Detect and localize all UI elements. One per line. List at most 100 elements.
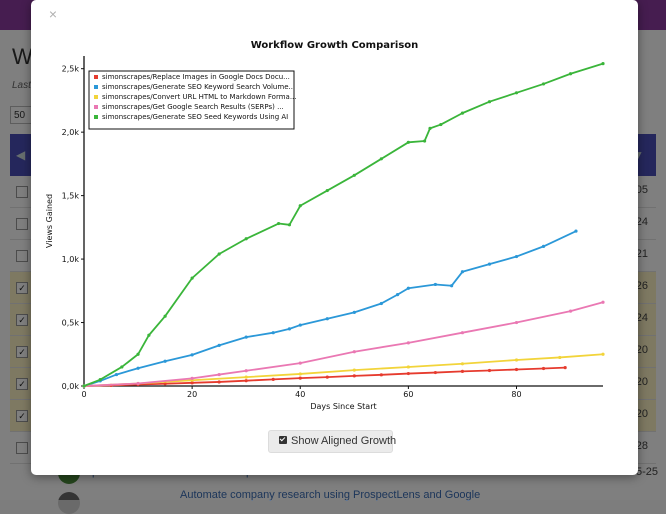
data-point	[163, 359, 167, 363]
data-point	[163, 314, 167, 318]
x-axis-label: Days Since Start	[310, 402, 376, 411]
data-point	[487, 368, 492, 373]
y-axis-label: Views Gained	[45, 194, 54, 248]
data-point	[217, 252, 221, 256]
data-point	[406, 365, 410, 369]
y-tick-label: 0,0k	[62, 382, 80, 391]
data-point	[352, 368, 356, 372]
data-point	[136, 352, 140, 356]
data-point	[325, 188, 329, 193]
series-line-2	[83, 230, 577, 387]
data-point	[379, 157, 383, 161]
legend-swatch	[94, 115, 98, 119]
data-point	[298, 361, 302, 365]
data-point	[244, 379, 248, 383]
data-point	[541, 244, 546, 248]
legend-entry: simonscrapes/Replace Images in Google Do…	[102, 73, 290, 81]
data-point	[460, 369, 465, 374]
data-point	[325, 375, 329, 379]
toggle-label: Show Aligned Growth	[291, 435, 397, 447]
data-point	[287, 327, 292, 331]
data-point	[82, 384, 86, 388]
data-point	[190, 276, 194, 280]
show-aligned-growth-toggle[interactable]: Show Aligned Growth	[268, 430, 397, 453]
data-point	[574, 229, 578, 233]
data-point	[487, 100, 492, 104]
x-tick-label: 0	[81, 390, 86, 399]
legend-box	[88, 70, 295, 130]
checkbox-checked-icon[interactable]	[279, 436, 287, 445]
data-point	[406, 371, 410, 376]
data-point	[190, 353, 194, 357]
data-point	[244, 237, 248, 241]
data-point	[114, 372, 119, 377]
data-point	[601, 62, 605, 66]
data-point	[406, 341, 410, 345]
data-point	[163, 382, 167, 386]
data-point	[287, 223, 292, 227]
data-point	[422, 139, 427, 143]
growth-comparison-modal: × Workflow Growth Comparison 0,0k 0,5k 1,0…	[31, 0, 638, 475]
data-point	[98, 378, 102, 382]
data-point	[271, 377, 275, 381]
data-point	[433, 282, 438, 287]
data-point	[298, 376, 302, 380]
data-point	[379, 301, 383, 306]
legend-swatch	[94, 85, 98, 89]
data-point	[298, 204, 302, 208]
data-point	[395, 293, 400, 297]
data-point	[487, 262, 492, 266]
data-point	[563, 365, 567, 370]
data-point	[352, 173, 356, 177]
data-point	[568, 72, 573, 76]
legend-swatch	[94, 75, 98, 79]
x-tick-label: 60	[403, 390, 413, 399]
legend-entry: simonscrapes/Get Google Search Results (…	[102, 103, 284, 111]
data-point	[136, 366, 140, 370]
data-point	[541, 366, 546, 371]
data-point	[352, 310, 356, 314]
legend-entry: simonscrapes/Generate SEO Seed Keywords …	[102, 113, 288, 121]
x-tick-label: 40	[295, 390, 305, 399]
data-point	[433, 370, 438, 375]
data-point	[601, 352, 605, 356]
y-tick-label: 2,0k	[62, 128, 80, 137]
data-point	[514, 91, 519, 95]
data-point	[120, 365, 124, 369]
data-point	[244, 375, 248, 379]
data-point	[460, 362, 465, 366]
y-tick-label: 0,5k	[62, 319, 80, 328]
data-point	[460, 111, 465, 115]
data-point	[298, 372, 302, 376]
data-point	[190, 376, 194, 380]
legend-entry: simonscrapes/Convert URL HTML to Markdow…	[102, 93, 297, 101]
data-point	[352, 350, 356, 354]
data-point	[325, 317, 329, 321]
data-point	[460, 331, 465, 335]
series-line-4	[83, 301, 604, 387]
data-point	[379, 373, 383, 377]
data-point	[217, 343, 221, 347]
close-button[interactable]: ×	[48, 6, 58, 22]
data-point	[147, 333, 151, 337]
data-point	[558, 355, 562, 360]
data-point	[217, 380, 221, 384]
x-tick-label: 80	[511, 390, 521, 399]
data-point	[190, 381, 194, 385]
data-point	[217, 372, 221, 377]
chart-title: Workflow Growth Comparison	[250, 40, 419, 51]
y-tick-label: 1,5k	[62, 192, 80, 201]
data-point	[514, 320, 519, 325]
x-tick-label: 20	[187, 390, 197, 399]
data-point	[601, 300, 605, 304]
data-point	[450, 284, 454, 288]
data-point	[136, 381, 140, 386]
legend-swatch	[94, 95, 98, 99]
data-point	[541, 82, 546, 86]
data-point	[352, 374, 356, 378]
y-tick-label: 2,5k	[62, 65, 80, 74]
data-point	[298, 323, 302, 327]
data-point	[460, 270, 465, 274]
data-point	[271, 331, 275, 335]
legend-swatch	[94, 105, 98, 109]
